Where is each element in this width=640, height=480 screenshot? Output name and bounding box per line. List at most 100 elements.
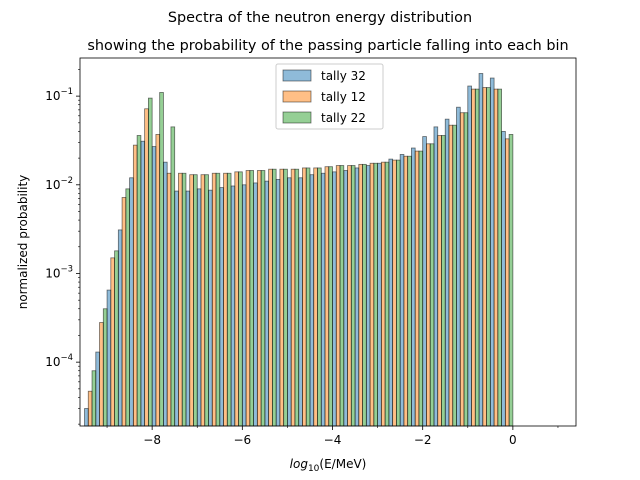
bar bbox=[283, 168, 288, 427]
bar bbox=[478, 73, 484, 427]
bar bbox=[418, 150, 424, 427]
legend-swatch bbox=[282, 111, 312, 124]
bar bbox=[497, 88, 502, 427]
bar bbox=[452, 124, 457, 427]
bar bbox=[144, 108, 149, 427]
bar bbox=[373, 162, 378, 427]
bar bbox=[241, 184, 247, 427]
bar bbox=[230, 185, 236, 427]
bar bbox=[422, 136, 427, 427]
bar bbox=[354, 167, 360, 427]
bar bbox=[245, 170, 251, 427]
bar bbox=[493, 88, 499, 427]
bar bbox=[302, 167, 307, 427]
bar bbox=[486, 87, 491, 427]
bar bbox=[234, 171, 239, 427]
x-axis-label-unit: (E/MeV) bbox=[319, 457, 366, 471]
bar bbox=[332, 171, 337, 427]
bar bbox=[99, 322, 104, 427]
bar bbox=[313, 167, 318, 427]
bar bbox=[132, 144, 138, 427]
bar bbox=[426, 143, 431, 427]
bar bbox=[91, 370, 97, 427]
bar bbox=[151, 146, 157, 427]
bar bbox=[474, 88, 480, 427]
bar bbox=[249, 170, 254, 427]
y-axis-ticks: 10−410−310−210−1 bbox=[45, 69, 80, 425]
bar bbox=[129, 177, 134, 427]
bar bbox=[411, 147, 416, 427]
bar bbox=[471, 88, 476, 427]
bar bbox=[384, 161, 390, 427]
bar bbox=[95, 351, 100, 427]
bar bbox=[253, 182, 258, 427]
bar bbox=[290, 168, 296, 427]
x-tick-label: 0 bbox=[509, 433, 517, 447]
bar bbox=[377, 162, 382, 427]
bar bbox=[256, 170, 262, 427]
bar bbox=[102, 308, 108, 427]
x-axis-label: log10(E/MeV) bbox=[290, 457, 367, 474]
bar bbox=[238, 171, 243, 427]
bar bbox=[136, 135, 142, 427]
bar bbox=[395, 159, 401, 427]
legend-swatch bbox=[282, 69, 312, 82]
legend-label: tally 32 bbox=[321, 69, 366, 83]
bar bbox=[309, 174, 315, 427]
bar bbox=[433, 126, 439, 427]
bar bbox=[185, 190, 191, 427]
legend-label: tally 22 bbox=[321, 111, 366, 125]
bar bbox=[215, 172, 221, 427]
bar bbox=[294, 168, 300, 427]
bar bbox=[504, 138, 510, 427]
bar bbox=[279, 168, 285, 427]
y-tick-base: 10 bbox=[45, 89, 60, 103]
bar bbox=[163, 161, 168, 427]
bar bbox=[392, 159, 397, 427]
x-axis-label-log: log bbox=[290, 457, 309, 471]
x-tick-label: −8 bbox=[143, 433, 161, 447]
bar bbox=[320, 172, 326, 427]
bar bbox=[166, 172, 172, 427]
bar bbox=[388, 158, 394, 427]
y-tick-label: 10−3 bbox=[45, 264, 73, 280]
bar bbox=[223, 172, 228, 427]
y-tick-label: 10−1 bbox=[45, 87, 73, 103]
bar bbox=[501, 131, 506, 427]
bar bbox=[106, 289, 112, 427]
bar bbox=[399, 154, 405, 427]
bar bbox=[268, 168, 273, 427]
chart-suptitle: Spectra of the neutron energy distributi… bbox=[168, 10, 472, 26]
bar bbox=[196, 188, 202, 427]
bar bbox=[328, 166, 333, 427]
bar bbox=[489, 77, 495, 427]
bar bbox=[178, 172, 183, 427]
bar bbox=[226, 172, 232, 427]
bar bbox=[380, 161, 386, 427]
y-tick-exponent: −4 bbox=[60, 353, 73, 363]
y-tick-base: 10 bbox=[45, 178, 60, 192]
bar bbox=[275, 179, 281, 427]
bar bbox=[174, 190, 179, 427]
bar bbox=[347, 165, 352, 427]
y-tick-exponent: −2 bbox=[60, 176, 73, 186]
bar bbox=[317, 167, 322, 427]
bar bbox=[459, 112, 465, 427]
bar bbox=[508, 134, 514, 427]
x-axis-ticks: −8 −6 −4 −2 0 bbox=[106, 426, 559, 447]
bar bbox=[463, 112, 469, 427]
bar bbox=[482, 87, 487, 427]
bar bbox=[444, 118, 450, 427]
y-tick-exponent: −3 bbox=[60, 264, 73, 274]
y-tick-base: 10 bbox=[45, 355, 60, 369]
bar bbox=[365, 165, 371, 427]
bar bbox=[208, 189, 213, 427]
bar bbox=[200, 174, 206, 427]
y-tick-label: 10−4 bbox=[45, 353, 73, 369]
bar bbox=[84, 408, 89, 427]
bar bbox=[335, 165, 341, 427]
bar bbox=[448, 124, 454, 427]
x-tick-label: −6 bbox=[233, 433, 251, 447]
bar bbox=[441, 135, 446, 427]
